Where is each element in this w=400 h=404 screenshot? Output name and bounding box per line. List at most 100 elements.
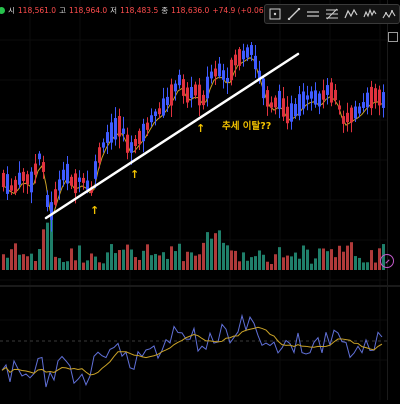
volume-bar [194,255,197,270]
volume-bar [134,257,137,270]
trendline-icon [287,8,300,20]
candlestick-series [2,42,385,232]
candle-body [142,123,145,142]
volume-bar [74,260,77,270]
volume-bar [90,253,93,270]
candle-body [342,116,345,124]
volume-bar [18,254,21,270]
volume-bar [94,256,97,270]
candle-body [198,84,201,106]
volume-bar [358,257,361,270]
candle-body [62,169,65,181]
trendline[interactable] [44,52,300,220]
volume-bar [142,250,145,270]
volume-bar [366,262,369,270]
candle-body [294,103,297,117]
zigzag-icon [344,8,358,19]
volume-bar [306,249,309,270]
indicator-settings-button[interactable] [380,254,394,268]
fib-lines-icon [325,8,338,20]
fib-lines-tool-button[interactable] [323,6,341,22]
volume-bar [238,261,241,270]
candle-body [86,180,89,190]
volume-bar [294,252,297,270]
volume-bar [210,238,213,270]
candle-body [286,106,289,124]
volume-bar [130,249,133,270]
volume-bar [222,242,225,270]
volume-bar [2,254,5,270]
candle-body [194,84,197,96]
candle-body [234,54,237,66]
up-arrow-annotation: ↑ [196,122,206,135]
volume-bar [286,255,289,270]
volume-bar [350,242,353,270]
candle-body [110,122,113,143]
pattern-tool-button[interactable] [380,6,398,22]
collapse-panel-button[interactable] [388,32,398,42]
volume-bar [182,261,185,270]
candle-body [182,79,185,96]
candle-body [102,142,105,148]
volume-bar [226,245,229,270]
candle-body [170,84,173,106]
volume-bar [290,256,293,270]
high-label: 고 [59,5,66,15]
close-value: 118,636.0 [171,5,210,15]
candle-body [34,163,37,175]
candle-body [266,90,269,107]
candle-body [222,70,225,80]
cursor-tool-button[interactable] [266,6,284,22]
candle-body [114,118,117,140]
volume-bar [154,253,157,270]
candle-body [106,132,109,143]
volume-bar [186,251,189,270]
volume-bar [370,250,373,270]
candle-body [370,86,373,109]
status-dot-icon [0,6,5,14]
candle-body [126,134,129,153]
volume-bar [110,244,113,270]
trendline-drawing[interactable] [44,52,300,220]
volume-bar [178,243,181,270]
horizontal-lines-tool-button[interactable] [304,6,322,22]
volume-bar [46,222,49,270]
panel-divider[interactable] [0,285,400,287]
volume-bar [230,250,233,270]
volume-bar [318,248,321,270]
candle-body [350,107,353,123]
volume-bar [162,252,165,270]
volume-bar [190,252,193,270]
volume-bar [22,254,25,270]
candle-body [282,98,285,117]
candle-body [210,71,213,79]
candle-body [206,76,209,99]
candle-body [274,97,277,108]
open-value: 118,561.0 [17,5,57,15]
oscillator-line [1,313,383,388]
wave-tool-button[interactable] [361,6,379,22]
candle-body [246,47,249,58]
candle-body [258,70,261,80]
zigzag-tool-button[interactable] [342,6,360,22]
candle-body [322,90,325,100]
candle-body [18,172,21,185]
volume-bar [374,262,377,270]
volume-bar [198,254,201,270]
volume-bar [218,230,221,270]
trendline-tool-button[interactable] [285,6,303,22]
volume-bar [114,253,117,270]
candle-body [2,172,5,188]
low-value: 118,483.5 [120,5,159,15]
candle-body [218,63,221,77]
volume-bar [98,262,101,270]
volume-bar [138,259,141,270]
candle-body [162,98,165,116]
candle-body [242,50,245,60]
volume-bar [314,258,317,270]
volume-bar [86,260,89,270]
candle-body [82,177,85,183]
candle-body [74,173,77,194]
